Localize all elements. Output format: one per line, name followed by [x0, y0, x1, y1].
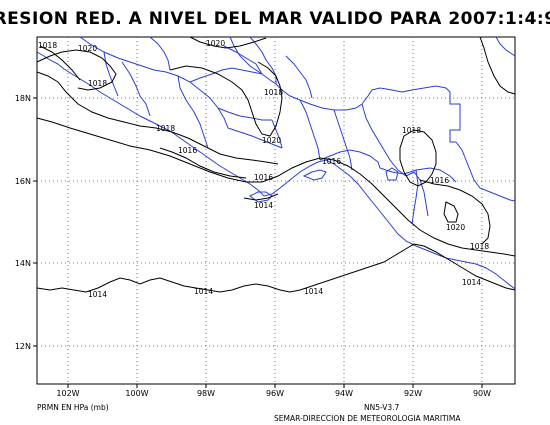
lat-tick-label: 14N [15, 259, 31, 268]
lon-tick-label: 98W [197, 389, 215, 398]
isobar-label: 1020 [78, 44, 97, 53]
lon-tick-label: 94W [335, 389, 353, 398]
isobar-label: 1016 [254, 173, 273, 182]
isobar-labels: 1018 1020 1020 1018 1018 1018 1020 1016 … [38, 39, 489, 299]
isobar-label: 1018 [156, 124, 175, 133]
lon-tick-label: 102W [56, 389, 79, 398]
isobar-label: 1014 [194, 287, 213, 296]
isobar-label: 1014 [462, 278, 481, 287]
lon-tick-label: 90W [473, 389, 491, 398]
lon-tick-label: 96W [266, 389, 284, 398]
lon-tick-label: 100W [125, 389, 148, 398]
isobar-label: 1020 [206, 39, 225, 48]
map-title: PRESION RED. A NIVEL DEL MAR VALIDO PARA… [0, 9, 550, 29]
isobar-label: 1018 [264, 88, 283, 97]
lon-tick-label: 92W [404, 389, 422, 398]
isobar-label: 1018 [470, 242, 489, 251]
version-label: NN5-V3.7 [364, 403, 400, 412]
lat-tick-label: 18N [15, 94, 31, 103]
isobar-label: 1014 [88, 290, 107, 299]
isobar-label: 1016 [430, 176, 449, 185]
isobar-label: 1018 [402, 126, 421, 135]
isobar-label: 1014 [304, 287, 323, 296]
isobars [36, 36, 516, 293]
isobar-label: 1020 [446, 223, 465, 232]
isobar-label: 1014 [254, 201, 273, 210]
lat-tick-label: 16N [15, 177, 31, 186]
isobar-label: 1018 [88, 79, 107, 88]
coastline [36, 36, 516, 290]
isobar-label: 1018 [38, 41, 57, 50]
agency-label: SEMAR-DIRECCION DE METEOROLOGIA MARITIMA [274, 414, 461, 423]
isobar-label: 1016 [322, 157, 341, 166]
isobar-label: 1020 [262, 136, 281, 145]
isobar-label: 1016 [178, 146, 197, 155]
tick-marks [33, 97, 483, 388]
units-label: PRMN EN HPa (mb) [37, 403, 109, 412]
lat-tick-label: 12N [15, 342, 31, 351]
plot-frame [36, 36, 516, 385]
